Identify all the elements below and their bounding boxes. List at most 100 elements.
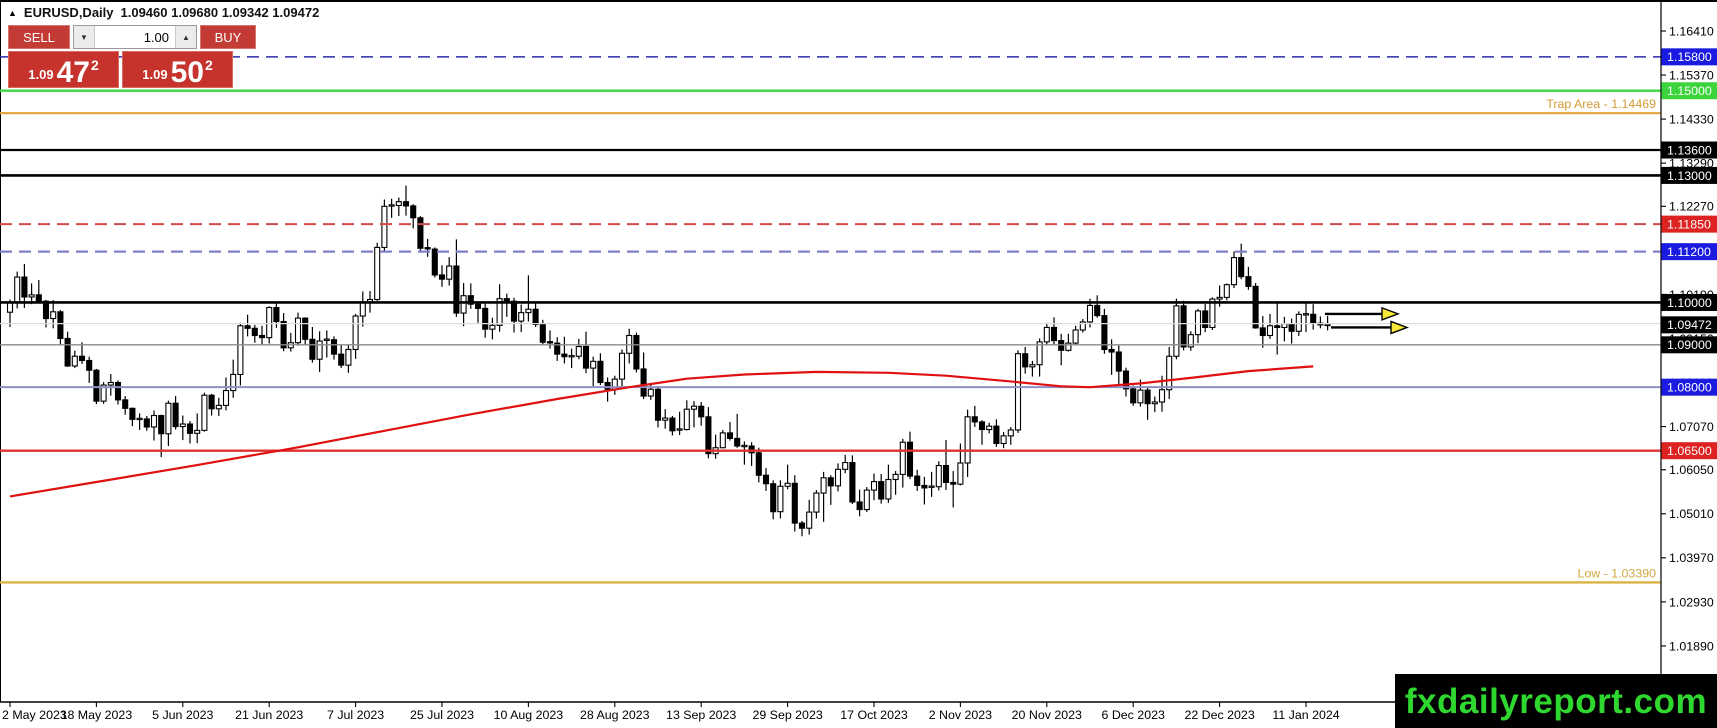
candle-bear <box>1238 257 1245 278</box>
candle-bear <box>1115 351 1122 372</box>
candle-bear <box>1202 310 1209 329</box>
candle-bull <box>690 405 698 410</box>
x-tick-label: 25 Jul 2023 <box>410 708 474 722</box>
price-badge-label: 1.13600 <box>1667 143 1712 157</box>
candle-bear <box>57 311 64 340</box>
candle-bear <box>431 248 438 276</box>
candle-bear <box>1144 389 1151 405</box>
y-tick-label: 1.03970 <box>1669 551 1714 565</box>
buy-price-panel[interactable]: 1.09 50 2 <box>122 51 233 88</box>
candle-bear <box>330 339 338 355</box>
x-tick-label: 2 May 2023 <box>2 708 67 722</box>
candle-bear <box>827 477 834 487</box>
candle-bull <box>1230 257 1238 286</box>
price-badge <box>1661 316 1717 334</box>
candle-bear <box>906 441 914 477</box>
candle-bull <box>194 429 201 434</box>
x-tick-label: 5 Jun 2023 <box>152 708 213 722</box>
volume-decrease-button[interactable]: ▼ <box>74 26 95 48</box>
candle-bull <box>741 444 748 448</box>
candle-bull <box>525 308 532 314</box>
candle-bull <box>150 414 158 428</box>
sell-price-panel[interactable]: 1.09 47 2 <box>8 51 119 88</box>
arrow-head-icon[interactable] <box>1390 320 1409 335</box>
candle-bear <box>114 381 122 401</box>
candle-bull <box>496 298 503 326</box>
price-badge <box>1661 243 1717 261</box>
candle-bull <box>14 276 21 304</box>
candle-bull <box>885 478 892 500</box>
y-tick-label: 1.06050 <box>1669 463 1714 477</box>
candle-bear <box>1274 325 1281 329</box>
candle-bear <box>1050 326 1058 342</box>
candle-bull <box>1194 310 1202 336</box>
candle-bear <box>1101 315 1108 351</box>
candle-bull <box>777 485 784 513</box>
candle-bear <box>1245 276 1252 287</box>
candle-bull <box>381 205 388 248</box>
candle-bull <box>1137 389 1144 404</box>
candle-bear <box>633 334 640 370</box>
candle-bear <box>129 407 136 420</box>
y-tick-label: 1.15370 <box>1669 68 1714 82</box>
candle-bear <box>762 474 770 485</box>
watermark-text: fxdailyreport.com <box>1404 682 1708 721</box>
candle-bull <box>1007 429 1014 437</box>
x-tick-label: 2 Nov 2023 <box>929 708 992 722</box>
sell-price-small: 1.09 <box>28 67 54 82</box>
candle-bull <box>518 312 525 322</box>
x-tick-label: 22 Dec 2023 <box>1184 708 1254 722</box>
candle-bear <box>971 416 978 423</box>
volume-input[interactable] <box>95 26 175 48</box>
candle-bear <box>438 274 446 280</box>
candle-bear <box>186 423 194 434</box>
arrow-head-icon[interactable] <box>1381 306 1400 321</box>
candle-bear <box>798 522 806 529</box>
buy-price-sup: 2 <box>204 57 213 73</box>
candle-bear <box>410 205 417 219</box>
candle-bear <box>1252 285 1259 329</box>
candle-bull <box>6 301 14 313</box>
x-tick-label: 28 Aug 2023 <box>580 708 650 722</box>
candle-bear <box>604 381 611 390</box>
candle-bull <box>374 246 381 301</box>
candle-bull <box>618 352 626 380</box>
candle-bear <box>64 337 71 367</box>
symbol-info-bar: ▲ EURUSD,Daily 1.09460 1.09680 1.09342 1… <box>8 5 319 20</box>
candle-bull <box>1014 353 1022 431</box>
candle-bear <box>755 452 762 476</box>
candle-bull <box>1086 304 1094 323</box>
candle-bull <box>136 417 143 421</box>
sell-button[interactable]: SELL <box>8 25 70 49</box>
candle-bear <box>1122 370 1130 390</box>
candle-bear <box>914 475 921 486</box>
candle-bull <box>165 402 172 435</box>
ohlc-quote: 1.09460 1.09680 1.09342 1.09472 <box>120 5 320 20</box>
candle-bull <box>834 468 842 487</box>
volume-increase-button[interactable]: ▲ <box>175 26 196 48</box>
candle-bull <box>107 381 114 386</box>
candle-bull <box>359 301 366 317</box>
y-tick-label: 1.07070 <box>1669 420 1714 434</box>
price-badge <box>1661 293 1717 311</box>
candle-bull <box>1266 325 1274 337</box>
sell-price-big: 47 <box>56 55 90 89</box>
candle-bull <box>1223 284 1230 298</box>
buy-button[interactable]: BUY <box>200 25 256 49</box>
candle-bull <box>1079 321 1086 331</box>
candle-bull <box>395 201 402 207</box>
price-badge <box>1661 442 1717 460</box>
candle-bull <box>388 204 395 207</box>
price-badge-label: 1.11850 <box>1667 218 1711 232</box>
price-badge-label: 1.15000 <box>1667 84 1712 98</box>
price-badge <box>1661 215 1717 233</box>
candle-bull <box>316 340 323 360</box>
candle-bear <box>554 342 561 355</box>
candle-bull <box>1302 313 1310 316</box>
price-badge-label: 1.09472 <box>1667 318 1712 332</box>
x-tick-label: 7 Jul 2023 <box>327 708 384 722</box>
candle-bull <box>50 311 57 320</box>
one-click-trading-row: SELL ▼ ▲ BUY <box>8 25 256 49</box>
